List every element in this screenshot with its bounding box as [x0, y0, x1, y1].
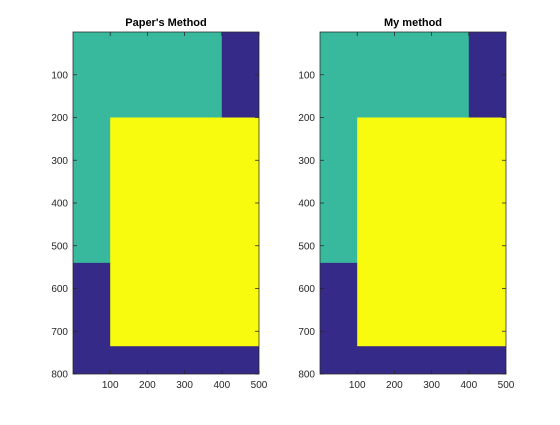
axes-title: My method — [384, 17, 442, 29]
y-tick-label: 800 — [51, 370, 68, 381]
x-tick-label: 300 — [176, 380, 193, 391]
x-tick-label: 400 — [213, 380, 230, 391]
x-tick-label: 200 — [139, 380, 156, 391]
heatmap-region-region-2 — [110, 117, 259, 347]
axes-2: 100 200 300 400 500 100 200 300 400 500 600 700 800 M… — [298, 17, 514, 391]
x-tick-label: 100 — [349, 380, 366, 391]
x-tick-label: 300 — [423, 380, 440, 391]
x-tick-label: 500 — [498, 380, 515, 391]
y-tick-label: 400 — [51, 199, 68, 210]
y-tick-label: 400 — [298, 199, 315, 210]
heatmap-region-region-2 — [357, 117, 506, 347]
y-tick-label: 600 — [298, 284, 315, 295]
y-tick-label: 500 — [51, 241, 68, 252]
x-tick-label: 400 — [460, 380, 477, 391]
x-tick-label: 200 — [386, 380, 403, 391]
y-tick-label: 700 — [298, 327, 315, 338]
y-tick-label: 100 — [298, 70, 315, 81]
axes-title: Paper's Method — [125, 17, 206, 29]
y-tick-label: 600 — [51, 284, 68, 295]
x-tick-label: 100 — [102, 380, 119, 391]
x-tick-label: 500 — [251, 380, 268, 391]
y-tick-label: 800 — [298, 370, 315, 381]
y-tick-label: 200 — [298, 113, 315, 124]
y-tick-label: 500 — [298, 241, 315, 252]
axes-1: 100 200 300 400 500 100 200 300 400 500 600 700 800 P… — [51, 17, 267, 391]
y-tick-label: 200 — [51, 113, 68, 124]
y-tick-label: 300 — [51, 156, 68, 167]
y-tick-label: 700 — [51, 327, 68, 338]
y-tick-label: 300 — [298, 156, 315, 167]
y-tick-label: 100 — [51, 70, 68, 81]
